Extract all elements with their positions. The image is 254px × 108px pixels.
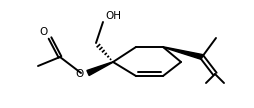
Text: O: O: [76, 69, 84, 79]
Polygon shape: [163, 47, 203, 59]
Text: OH: OH: [105, 11, 121, 21]
Polygon shape: [87, 62, 113, 75]
Text: O: O: [40, 27, 48, 37]
